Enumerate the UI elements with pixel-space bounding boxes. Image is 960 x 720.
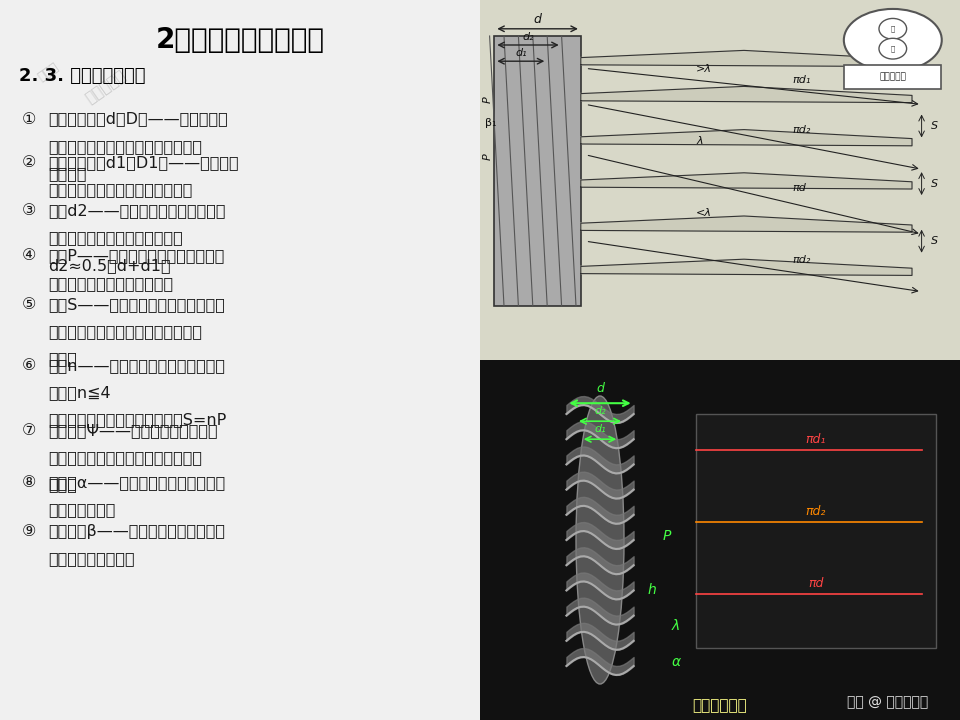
Text: d₁: d₁ xyxy=(594,424,606,434)
Text: h: h xyxy=(648,583,657,597)
Text: 螺纹基本参数: 螺纹基本参数 xyxy=(692,698,748,713)
FancyBboxPatch shape xyxy=(480,360,960,720)
Text: λ: λ xyxy=(672,619,681,633)
Text: πd₁: πd₁ xyxy=(805,433,827,446)
Text: ①: ① xyxy=(22,112,36,127)
Text: <λ: <λ xyxy=(696,208,712,218)
Text: 径圆柱面的母线上对应两点间的轴向: 径圆柱面的母线上对应两点间的轴向 xyxy=(48,324,202,339)
Text: S: S xyxy=(931,236,938,246)
Text: 条号：: 条号： xyxy=(36,60,60,84)
Text: d₂: d₂ xyxy=(594,406,606,416)
Text: P: P xyxy=(482,96,492,103)
Text: 中经d2——在轴向剖面内牙厚与牙间: 中经d2——在轴向剖面内牙厚与牙间 xyxy=(48,203,226,218)
Text: 一位工程师: 一位工程师 xyxy=(879,73,906,81)
Text: d₂: d₂ xyxy=(522,32,534,42)
Text: ⑤: ⑤ xyxy=(22,297,36,312)
Polygon shape xyxy=(581,86,912,102)
Text: 2、螺纹的定义及分类: 2、螺纹的定义及分类 xyxy=(156,26,324,53)
Text: S: S xyxy=(931,121,938,131)
Text: 称直径；: 称直径； xyxy=(48,166,86,181)
Text: 线垂直平面的夹角；: 线垂直平面的夹角； xyxy=(48,552,134,567)
Text: P: P xyxy=(662,529,671,543)
Text: >λ: >λ xyxy=(696,64,712,74)
Polygon shape xyxy=(581,259,912,275)
Text: ②: ② xyxy=(22,155,36,170)
Text: 位: 位 xyxy=(891,45,895,52)
Text: 一位工程师: 一位工程师 xyxy=(83,67,129,106)
Text: 螺距P——相邻两牙在中径圆柱面的母: 螺距P——相邻两牙在中径圆柱面的母 xyxy=(48,248,225,264)
Text: λ: λ xyxy=(696,136,703,146)
Text: ⑨: ⑨ xyxy=(22,524,36,539)
Circle shape xyxy=(879,38,906,59)
Text: 内径（小径）d1（D1）——与外螺纹: 内径（小径）d1（D1）——与外螺纹 xyxy=(48,155,239,170)
Text: 外径（大径）d（D）——与外螺纹牙: 外径（大径）d（D）——与外螺纹牙 xyxy=(48,112,228,127)
Text: 牙形斜角β——螺纹牙的侧边与螺纹轴: 牙形斜角β——螺纹牙的侧边与螺纹轴 xyxy=(48,524,225,539)
FancyBboxPatch shape xyxy=(480,0,960,360)
Text: 顶相重合的假象圆柱面直径，亦称公: 顶相重合的假象圆柱面直径，亦称公 xyxy=(48,139,202,154)
Ellipse shape xyxy=(576,396,624,684)
Text: α: α xyxy=(672,655,682,669)
Text: 夹角；: 夹角； xyxy=(48,477,77,492)
Text: 螺距、导程、线数之间的关系：S=nP: 螺距、导程、线数之间的关系：S=nP xyxy=(48,413,227,428)
Text: d2≈0.5（d+d1）: d2≈0.5（d+d1） xyxy=(48,258,171,273)
Text: d: d xyxy=(534,14,541,27)
Text: 头条 @ 一位工程师: 头条 @ 一位工程师 xyxy=(848,696,928,709)
Text: 宽相等处的假想圆柱面的直径，: 宽相等处的假想圆柱面的直径， xyxy=(48,230,182,246)
Circle shape xyxy=(879,19,906,39)
Text: 螺旋升角Ψ——中径圆柱面上螺旋线: 螺旋升角Ψ——中径圆柱面上螺旋线 xyxy=(48,423,218,438)
Text: ③: ③ xyxy=(22,203,36,218)
FancyBboxPatch shape xyxy=(696,414,936,648)
Text: πd: πd xyxy=(792,183,805,193)
Text: πd: πd xyxy=(808,577,824,590)
Text: d₁: d₁ xyxy=(515,48,527,58)
Text: 线数n——螺纹螺旋线数目，一般为便: 线数n——螺纹螺旋线数目，一般为便 xyxy=(48,358,225,373)
Text: 导程S——同一螺旋线上相邻两牙在中: 导程S——同一螺旋线上相邻两牙在中 xyxy=(48,297,225,312)
Text: πd₂: πd₂ xyxy=(792,125,810,135)
Text: 牙底相重合的假想圆柱面的直径；: 牙底相重合的假想圆柱面的直径； xyxy=(48,182,192,197)
Ellipse shape xyxy=(844,9,942,71)
Text: ⑦: ⑦ xyxy=(22,423,36,438)
Polygon shape xyxy=(581,173,912,189)
Polygon shape xyxy=(581,130,912,145)
Text: β₁: β₁ xyxy=(485,118,496,128)
Text: 一: 一 xyxy=(891,25,895,32)
Polygon shape xyxy=(581,216,912,232)
Polygon shape xyxy=(581,50,912,66)
Text: S: S xyxy=(931,67,938,77)
Text: 2. 3. 螺纹的主要参数: 2. 3. 螺纹的主要参数 xyxy=(19,67,146,85)
Text: 距离；: 距离； xyxy=(48,351,77,366)
Text: P: P xyxy=(482,153,492,161)
Text: d: d xyxy=(596,382,604,395)
Text: 的切线与垂直于螺旋线轴线的平面的: 的切线与垂直于螺旋线轴线的平面的 xyxy=(48,450,202,465)
Text: πd₂: πd₂ xyxy=(805,505,827,518)
Bar xyxy=(494,36,581,306)
Text: πd₁: πd₁ xyxy=(792,75,810,85)
Text: S: S xyxy=(931,179,938,189)
Text: ④: ④ xyxy=(22,248,36,264)
Text: 两侧边的夹角；: 两侧边的夹角； xyxy=(48,503,115,518)
Text: 牙形角α——螺纹轴向平面内螺纹牙形: 牙形角α——螺纹轴向平面内螺纹牙形 xyxy=(48,475,226,490)
Text: 线上对应两点间的轴向距离；: 线上对应两点间的轴向距离； xyxy=(48,276,173,291)
Text: 于制造n≦4: 于制造n≦4 xyxy=(48,385,110,400)
Text: ⑥: ⑥ xyxy=(22,358,36,373)
Text: ⑧: ⑧ xyxy=(22,475,36,490)
Text: πd₂: πd₂ xyxy=(792,255,810,265)
FancyBboxPatch shape xyxy=(845,65,941,89)
